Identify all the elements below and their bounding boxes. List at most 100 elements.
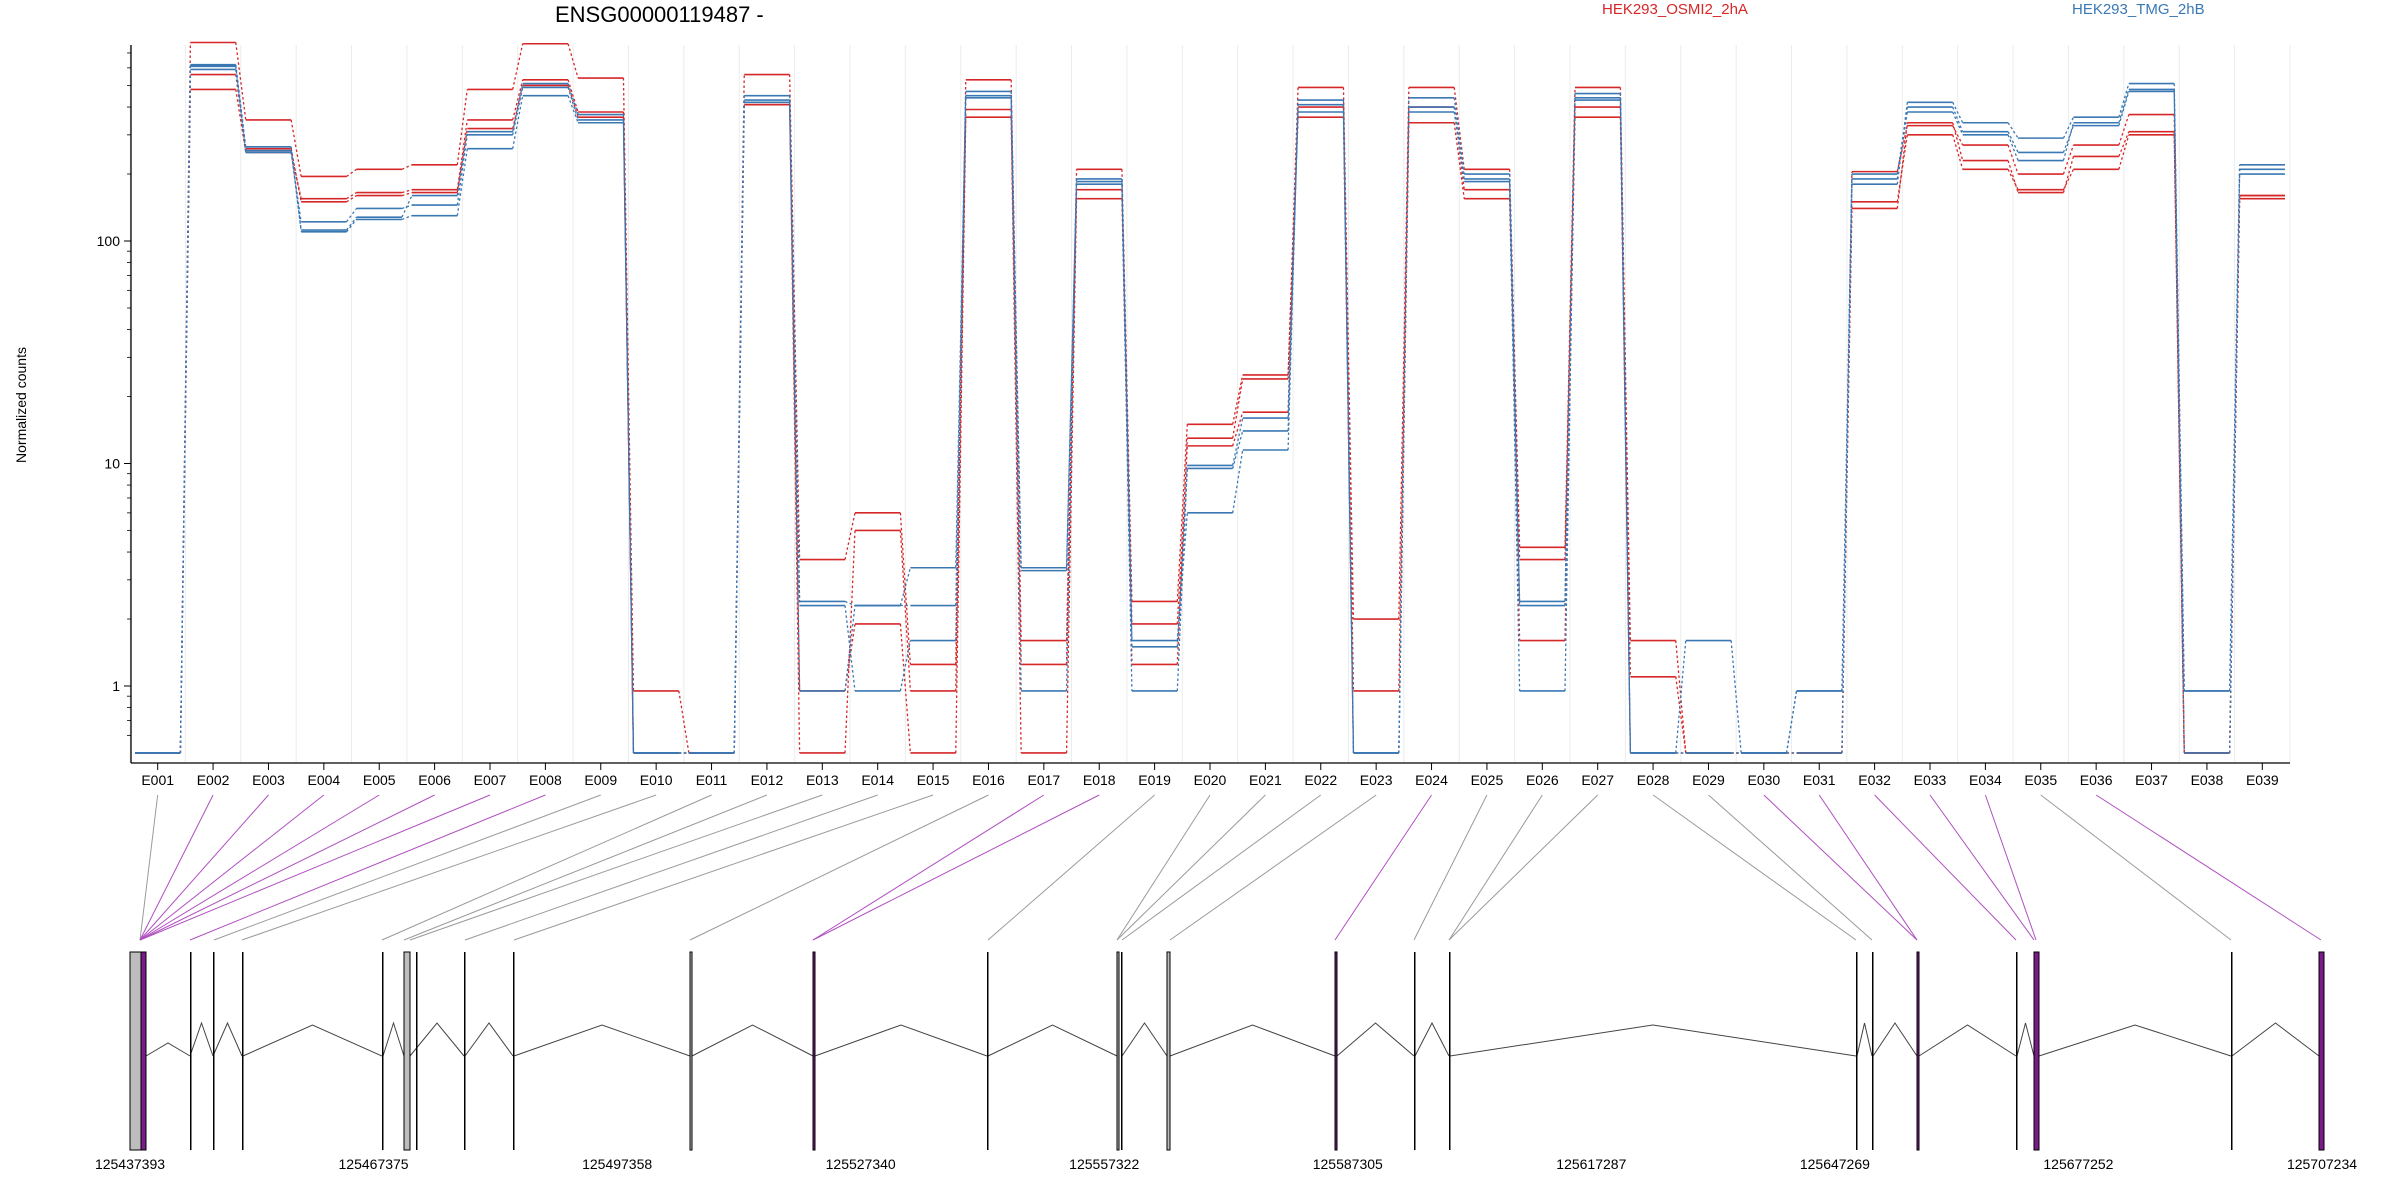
exon-connector: [381, 794, 712, 941]
genomic-coordinate-label: 125437393: [95, 1156, 165, 1172]
intron-line: [1918, 1024, 2017, 1057]
intron-line: [2038, 1024, 2232, 1057]
genomic-coordinate-label: 125557322: [1069, 1156, 1139, 1172]
intron-line: [1449, 1024, 1857, 1057]
series-connector: [290, 146, 302, 232]
genomic-coordinate-label: 125677252: [2043, 1156, 2113, 1172]
exon-box: [1449, 952, 1451, 1150]
series-line: [135, 79, 2285, 754]
series-connector: [1010, 95, 1022, 571]
x-tick-label-e004: E004: [307, 772, 340, 788]
series-connector: [2118, 83, 2130, 118]
genomic-coordinate-label: 125467375: [339, 1156, 409, 1172]
series-connector: [512, 95, 524, 149]
exon-connector: [812, 794, 1045, 941]
exon-connector: [513, 794, 934, 941]
x-tick-label-e034: E034: [1969, 772, 2002, 788]
exon-connector: [1121, 794, 1322, 941]
series-connector: [1342, 111, 1355, 753]
series-connector: [2118, 114, 2130, 146]
exon-connector: [1929, 794, 2035, 941]
intron-line: [1872, 1022, 1918, 1057]
x-tick-label-e008: E008: [529, 772, 562, 788]
exon-connector: [403, 794, 768, 941]
intron-line: [987, 1024, 1118, 1057]
series-connector: [1952, 102, 1964, 124]
genomic-coordinate-label: 125587305: [1313, 1156, 1383, 1172]
series-connector: [346, 192, 357, 200]
exon-connector: [1413, 794, 1488, 941]
series-connector: [622, 114, 635, 753]
series-connector: [899, 512, 912, 665]
x-tick-label-e033: E033: [1914, 772, 1947, 788]
y-axis-label: Normalized counts: [13, 347, 29, 463]
intron-line: [189, 1021, 214, 1057]
x-tick-label-e001: E001: [141, 772, 174, 788]
exon-connector: [1818, 794, 1918, 941]
intron-line: [1336, 1022, 1415, 1057]
series-connector: [401, 215, 413, 221]
series-connector: [1121, 184, 1133, 691]
series-connector: [1010, 97, 1022, 691]
series-connector: [844, 600, 856, 607]
plot-gridlines: [129, 45, 2291, 763]
exon-connector: [139, 794, 325, 941]
series-connector: [1453, 87, 1465, 170]
gene-model-track: [129, 951, 2325, 1151]
exon-connector: [2095, 794, 2322, 941]
intron-line: [1121, 1022, 1168, 1057]
series-connector: [899, 623, 912, 754]
series-connector: [1342, 100, 1355, 753]
series-connector: [678, 690, 690, 754]
x-tick-label-e029: E029: [1692, 772, 1725, 788]
series-connector: [1232, 417, 1244, 466]
exon-box: [1166, 951, 1171, 1151]
series-connector: [1232, 430, 1244, 469]
series-connector: [2007, 122, 2019, 139]
exon-box: [190, 952, 192, 1150]
series-connector: [1730, 640, 1742, 754]
series-connector: [1952, 125, 1964, 146]
series-connector: [2228, 174, 2241, 753]
exon-connector: [1448, 794, 1543, 941]
series-connector: [512, 87, 524, 135]
genomic-coordinate-axis: 125437393 125467375 125497358 125527340 1255…: [95, 1156, 2357, 1172]
x-tick-label-e011: E011: [696, 772, 728, 788]
series-connector: [1675, 640, 1687, 754]
series-connector: [899, 640, 912, 692]
series-connector: [1952, 111, 1964, 136]
intron-line: [2016, 1022, 2035, 1057]
intron-line: [2231, 1022, 2320, 1057]
series-connector: [1508, 178, 1521, 691]
x-tick-label-e036: E036: [2080, 772, 2113, 788]
exon-box: [513, 952, 515, 1150]
intron-line: [242, 1024, 383, 1057]
exon-connector: [241, 794, 657, 941]
series-connector: [1176, 512, 1188, 641]
series-connector: [1342, 104, 1355, 753]
series-connector: [1952, 122, 1964, 161]
series-connector: [346, 195, 357, 203]
x-tick-label-e028: E028: [1637, 772, 1670, 788]
x-tick-label-e009: E009: [584, 772, 617, 788]
series-connector: [567, 87, 579, 121]
series-connector: [2007, 169, 2019, 191]
chart-title: ENSG00000119487 -: [555, 2, 764, 27]
series-line: [135, 73, 2285, 754]
series-connector: [844, 530, 856, 754]
x-tick-label-e015: E015: [917, 772, 950, 788]
series-connector: [1232, 378, 1244, 439]
exon-box: [1414, 952, 1416, 1150]
exon-box: [1121, 952, 1123, 1150]
series-connector: [899, 530, 912, 691]
series-connector: [456, 131, 468, 196]
series-connector: [1896, 111, 1908, 180]
series-connector: [1896, 106, 1908, 175]
series-connector: [1508, 181, 1521, 606]
exon-connector: [987, 794, 1155, 941]
series-connector: [1232, 374, 1244, 425]
x-tick-label-e019: E019: [1138, 772, 1171, 788]
y-tick-label: 1: [112, 678, 120, 694]
exon-box: [2231, 952, 2233, 1150]
intron-line: [1169, 1024, 1336, 1057]
